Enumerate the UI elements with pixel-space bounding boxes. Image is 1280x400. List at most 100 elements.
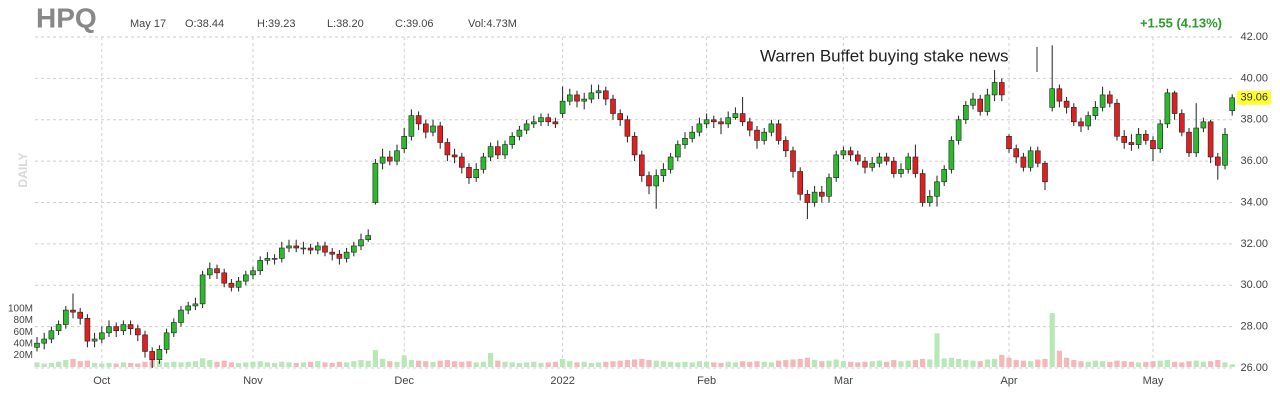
y-tick-label: 38.00 (1240, 114, 1268, 126)
candle-body (185, 305, 191, 311)
volume-bar (243, 362, 249, 367)
candle-body (725, 117, 732, 125)
volume-bar (92, 362, 98, 367)
volume-bar (452, 361, 458, 367)
candle-body (264, 258, 271, 261)
candle-body (228, 282, 235, 288)
volume-bar (300, 362, 306, 367)
volume-bar (430, 361, 436, 367)
candle-body (509, 136, 516, 145)
volume-bar (106, 362, 112, 367)
volume-bar (1028, 361, 1034, 367)
volume-bar (934, 333, 940, 367)
candle-body (487, 146, 494, 158)
close-label: C:39.06 (395, 18, 434, 30)
candle-body (1042, 162, 1048, 183)
y-tick-label: 42.00 (1240, 31, 1268, 43)
volume-bar (682, 361, 688, 367)
candle-body (696, 123, 703, 133)
candle-body (602, 90, 609, 100)
volume-bar (279, 361, 285, 367)
volume-bar (272, 362, 278, 367)
y-tick-label: 30.00 (1240, 279, 1268, 291)
volume-bar (113, 363, 119, 367)
candle-body (703, 119, 710, 125)
y-tick-label: 26.00 (1240, 362, 1268, 374)
candle-body (854, 154, 861, 162)
volume-bar (912, 360, 918, 367)
volume-bar (927, 359, 933, 367)
volume-bar (869, 361, 875, 367)
volume-bar (200, 358, 206, 367)
volume-bar (768, 362, 774, 367)
volume-bar (862, 361, 868, 367)
candle-body (430, 125, 436, 133)
volume-bar (603, 361, 609, 367)
volume-bar (480, 361, 486, 367)
volume-bar (617, 360, 623, 367)
candle-body (1171, 92, 1178, 114)
volume-bar (552, 361, 558, 367)
volume-bar (70, 358, 76, 367)
candle-body (516, 129, 523, 137)
volume-bar (1071, 360, 1077, 367)
candle-body (372, 162, 379, 203)
volume-bar (718, 362, 724, 367)
candle-body (1193, 127, 1199, 154)
volume-bar (1229, 364, 1235, 367)
candle-body (127, 324, 134, 329)
low-label: L:38.20 (327, 18, 364, 30)
candle-body (631, 136, 638, 156)
volume-bar (34, 362, 40, 367)
candle-body (1200, 121, 1207, 129)
volume-bar (1020, 360, 1026, 367)
candle-body (847, 150, 854, 156)
volume-bar (1056, 350, 1062, 367)
volume-bar (754, 361, 760, 367)
high-label: H:39.23 (257, 18, 296, 30)
volume-bar (1179, 362, 1185, 367)
volume-bar (797, 358, 803, 367)
candle-body (646, 175, 652, 187)
volume-bar (286, 362, 292, 367)
candle-body (307, 247, 314, 251)
volume-bar (675, 362, 681, 367)
volume-bar (776, 360, 782, 367)
volume-bar (1128, 361, 1134, 367)
candle-body (314, 245, 321, 251)
volume-bar (1121, 361, 1127, 367)
candle-body (365, 235, 372, 241)
candle-body (343, 251, 350, 259)
candle-body (1150, 140, 1156, 150)
candle-body (653, 175, 660, 187)
candle-body (235, 280, 242, 288)
candle-body (1128, 142, 1135, 145)
volume-bar (1049, 313, 1055, 367)
volume-bar (380, 358, 386, 367)
candle-body (221, 272, 227, 284)
volume-bar (833, 359, 839, 367)
volume-bar (840, 361, 846, 367)
candle-body (1027, 150, 1034, 168)
x-tick-label: Mar (834, 375, 853, 387)
candle-body (538, 117, 544, 123)
volume-bar (891, 360, 897, 367)
candle-body (415, 115, 422, 125)
candle-body (257, 260, 264, 272)
candle-body (552, 121, 559, 125)
candle-body (250, 270, 256, 276)
volume-bar (444, 360, 450, 367)
candle-body (444, 142, 451, 156)
candle-body (271, 258, 278, 260)
candle-body (689, 131, 696, 139)
candle-body (1207, 121, 1214, 158)
volume-bar (848, 361, 854, 367)
candle-body (595, 90, 602, 94)
candle-body (358, 239, 364, 247)
volume-bar (185, 361, 191, 367)
volume-bar (1107, 361, 1113, 367)
volume-bar (394, 361, 400, 367)
y-tick-label: 36.00 (1240, 155, 1268, 167)
volume-bar (898, 361, 904, 367)
